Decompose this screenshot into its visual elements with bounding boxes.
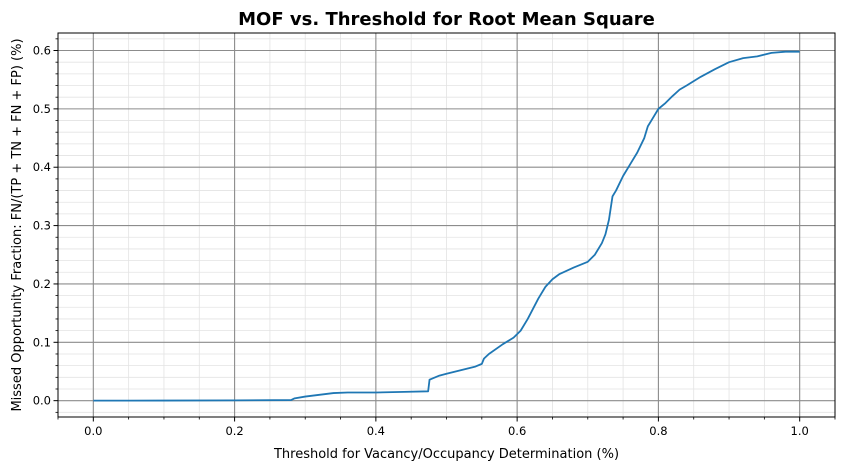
- x-tick-label: 1.0: [791, 424, 809, 438]
- y-tick-label: 0.2: [33, 277, 51, 291]
- x-axis-label: Threshold for Vacancy/Occupancy Determin…: [273, 447, 619, 462]
- major-grid: [58, 33, 835, 417]
- y-axis-label: Missed Opportunity Fraction: FN/(TP + TN…: [10, 38, 25, 411]
- y-tick-label: 0.6: [33, 44, 51, 58]
- chart-title: MOF vs. Threshold for Root Mean Square: [238, 9, 655, 30]
- series-line: [93, 50, 800, 402]
- y-tick-label: 0.3: [33, 219, 51, 233]
- ticks-layer: 0.0 0.2 0.4 0.6 0.8 1.0 0.0 0.1 0.2 0.3 0.4 0.5 0.6: [33, 38, 836, 438]
- x-tick-label: 0.6: [508, 424, 526, 438]
- y-tick-label: 0.0: [33, 394, 51, 408]
- x-tick-label: 0.4: [367, 424, 385, 438]
- x-tick-label: 0.0: [84, 424, 102, 438]
- y-tick-label: 0.1: [33, 335, 51, 349]
- y-tick-label: 0.5: [33, 102, 51, 116]
- x-tick-label: 0.2: [225, 424, 243, 438]
- x-tick-label: 0.8: [649, 424, 667, 438]
- series-layer: [93, 50, 800, 402]
- minor-grid: [57, 33, 836, 417]
- y-tick-label: 0.4: [33, 160, 51, 174]
